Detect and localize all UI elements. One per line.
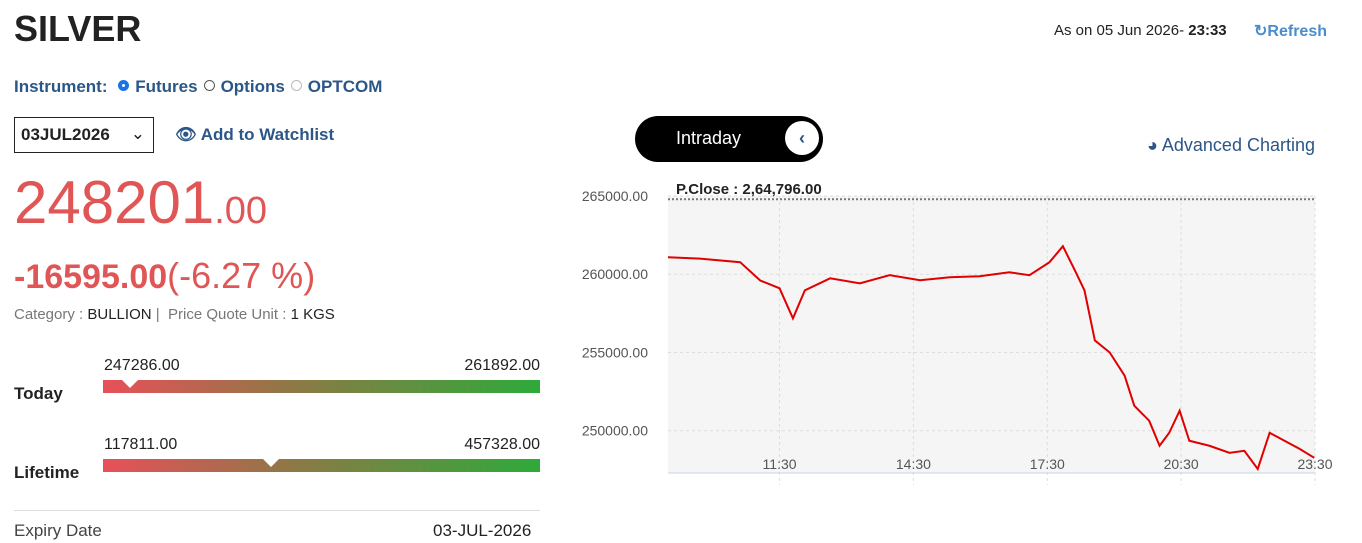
price-line [667, 244, 1315, 472]
toggle-text: Intraday [676, 128, 742, 148]
divider [14, 510, 540, 511]
expiry-label: Expiry Date [14, 521, 102, 540]
unit: 1 KGS [290, 306, 335, 323]
change-abs: -16595.00 [14, 258, 168, 296]
category: BULLION [87, 306, 152, 323]
price-dec: .00 [214, 190, 268, 232]
unit-label: Price Quote Unit : [168, 306, 287, 323]
x-tick-label: 17:30 [1030, 456, 1065, 472]
y-tick-label: 255000.00 [582, 344, 648, 360]
reference-label: P.Close : 2,64,796.00 [676, 181, 822, 198]
range-low: 117811.00 [104, 436, 178, 453]
change: -16595.00(-6.27 %) [14, 255, 315, 297]
advanced-charting[interactable]: ◕ Advanced Charting [1147, 135, 1315, 155]
y-tick-label: 250000.00 [582, 423, 648, 439]
instrument-row: Instrument: Futures Options OPTCOM [14, 77, 382, 97]
radio [290, 80, 302, 91]
range-high: 261892.00 [464, 357, 540, 374]
instrument-option[interactable]: Options [203, 77, 285, 96]
category-label: Category : [14, 306, 84, 323]
expiry-select-text: 03JUL2026 [21, 125, 110, 144]
range-high: 457328.00 [464, 436, 540, 453]
range-label: Today [14, 384, 63, 403]
intraday-toggle[interactable]: Intraday ‹ [635, 116, 823, 162]
refresh[interactable]: ↻Refresh [1254, 23, 1327, 40]
price-int: 248201 [14, 169, 215, 236]
x-tick-label: 14:30 [896, 456, 931, 472]
separator: | [155, 306, 160, 323]
x-tick-label: 11:30 [763, 456, 797, 472]
radio [203, 80, 215, 91]
range-marker [262, 459, 279, 467]
as-on-text: As on 05 Jun 2026- [1054, 22, 1185, 39]
chart: 250000.00 255000.00 260000.00 265000.00 11:3… [582, 181, 1333, 485]
x-tick-label: 23:30 [1297, 456, 1332, 472]
watchlist-text: Add to Watchlist [200, 125, 335, 144]
range-marker [122, 380, 139, 388]
option-text: Options [220, 77, 285, 96]
instrument-option[interactable]: OPTCOM [290, 77, 383, 96]
category-row: Category : BULLION | Price Quote Unit : … [14, 306, 335, 323]
y-tick-label: 265000.00 [582, 188, 648, 204]
instrument-option[interactable]: Futures [118, 77, 198, 96]
y-tick-label: 260000.00 [582, 266, 648, 282]
instrument-label: Instrument: [14, 77, 108, 96]
advanced-text: Advanced Charting [1161, 135, 1315, 155]
time: 23:33 [1188, 22, 1227, 39]
option-text: Futures [135, 77, 198, 96]
as-on: As on 05 Jun 2026- 23:33 [1054, 22, 1227, 39]
range-bar [103, 459, 540, 472]
title: SILVER [14, 8, 142, 49]
plot-area [668, 196, 1315, 473]
expiry-select[interactable]: 03JUL2026 ⌄ [14, 117, 154, 153]
range-bar [103, 380, 540, 393]
radio [118, 80, 130, 91]
option-text: OPTCOM [307, 77, 383, 96]
change-pct: (-6.27 %) [167, 255, 316, 296]
range-label: Lifetime [14, 463, 80, 482]
refresh-text: Refresh [1267, 23, 1327, 40]
expiry-value: 03-JUL-2026 [433, 521, 532, 540]
watchlist[interactable]: 👁 Add to Watchlist [175, 125, 335, 144]
price: 248201.00 [14, 168, 267, 237]
range-low: 247286.00 [104, 357, 180, 374]
x-tick-label: 20:30 [1164, 456, 1199, 472]
